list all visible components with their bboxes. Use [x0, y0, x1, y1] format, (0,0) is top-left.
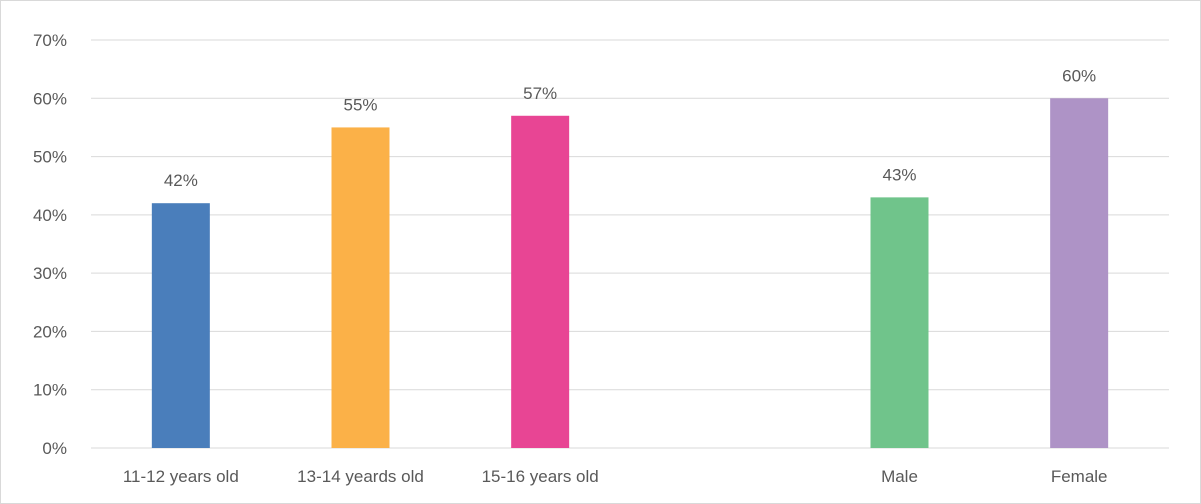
bar	[151, 203, 210, 448]
y-tick-label: 40%	[33, 206, 67, 225]
y-tick-label: 50%	[33, 148, 67, 167]
y-tick-label: 30%	[33, 264, 67, 283]
category-label: Male	[881, 467, 918, 486]
data-label: 43%	[882, 165, 916, 184]
data-labels: 42% 55% 57% 43% 60%	[164, 66, 1096, 190]
bar	[1050, 98, 1109, 449]
category-label: 15-16 years old	[482, 467, 599, 486]
category-label: Female	[1051, 467, 1108, 486]
y-tick-label: 10%	[33, 381, 67, 400]
data-label: 57%	[523, 84, 557, 103]
y-tick-label: 60%	[33, 89, 67, 108]
bar	[331, 127, 390, 448]
data-label: 42%	[164, 171, 198, 190]
x-axis-categories: 11-12 years old 13-14 yeards old 15-16 yea…	[123, 467, 1108, 486]
data-label: 60%	[1062, 66, 1096, 85]
y-tick-label: 0%	[42, 439, 67, 458]
y-axis-ticks: 0% 10% 20% 30% 40% 50% 60% 70%	[33, 31, 67, 458]
y-tick-label: 70%	[33, 31, 67, 50]
bar	[511, 115, 570, 449]
bars	[151, 98, 1109, 449]
gridlines	[91, 39, 1169, 449]
category-label: 11-12 years old	[123, 467, 239, 486]
bar	[870, 197, 929, 448]
category-label: 13-14 yeards old	[297, 467, 424, 486]
data-label: 55%	[343, 95, 377, 114]
y-tick-label: 20%	[33, 322, 67, 341]
